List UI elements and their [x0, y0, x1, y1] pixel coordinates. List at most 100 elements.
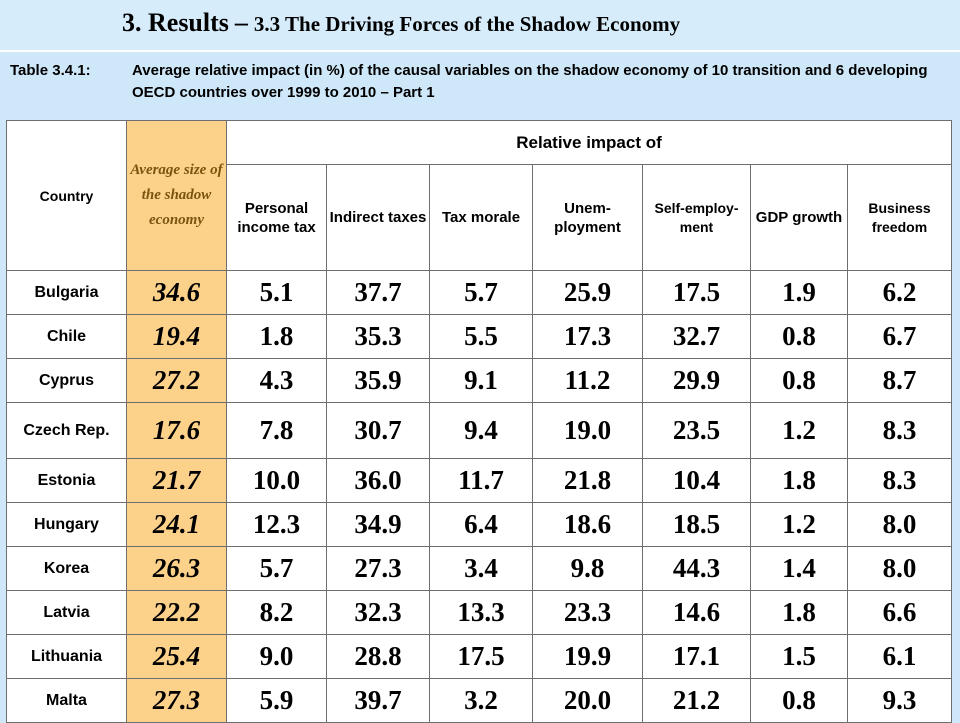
- impact-cell: 5.1: [226, 270, 327, 315]
- impact-cell: 1.8: [750, 590, 848, 635]
- caption-text: Average relative impact (in %) of the ca…: [132, 62, 928, 101]
- avg-size-cell: 27.2: [126, 358, 227, 403]
- impact-cell: 8.3: [846, 402, 953, 459]
- avg-size-cell: 21.7: [126, 458, 227, 503]
- impact-cell: 35.9: [326, 358, 430, 403]
- impact-cell: 18.5: [642, 502, 751, 547]
- table-body: Bulgaria 34.6 5.1 37.7 5.7 25.9 17.5 1.9 6.2 Chil…: [6, 270, 953, 723]
- impact-cell: 28.8: [326, 634, 430, 679]
- impact-cell: 6.7: [846, 314, 953, 359]
- table-row: Chile 19.4 1.8 35.3 5.5 17.3 32.7 0.8 6.7: [6, 314, 953, 359]
- avg-size-cell: 24.1: [126, 502, 227, 547]
- impact-cell: 19.9: [532, 634, 643, 679]
- impact-cell: 8.0: [846, 502, 953, 547]
- impact-cell: 1.9: [750, 270, 848, 315]
- column-header: Unem-ployment: [532, 164, 643, 271]
- impact-cell: 30.7: [326, 402, 430, 459]
- country-cell: Bulgaria: [6, 270, 127, 315]
- impact-cell: 6.2: [846, 270, 953, 315]
- impact-cell: 3.4: [429, 546, 533, 591]
- table-row: Korea 26.3 5.7 27.3 3.4 9.8 44.3 1.4 8.0: [6, 546, 953, 591]
- impact-cell: 7.8: [226, 402, 327, 459]
- column-header: Tax morale: [429, 164, 533, 271]
- impact-cell: 0.8: [750, 678, 848, 723]
- impact-cell: 1.8: [750, 458, 848, 503]
- impact-cell: 13.3: [429, 590, 533, 635]
- results-table: Country Average size of the shadow econo…: [6, 120, 953, 723]
- impact-cell: 1.2: [750, 402, 848, 459]
- impact-cell: 17.5: [642, 270, 751, 315]
- impact-cell: 11.7: [429, 458, 533, 503]
- impact-cell: 8.3: [846, 458, 953, 503]
- impact-cell: 9.1: [429, 358, 533, 403]
- avg-size-cell: 27.3: [126, 678, 227, 723]
- caption-label: Table 3.4.1:: [10, 62, 91, 79]
- impact-cell: 4.3: [226, 358, 327, 403]
- country-cell: Latvia: [6, 590, 127, 635]
- slide-title: 3. Results –3.3 The Driving Forces of the…: [122, 8, 680, 38]
- impact-cell: 17.5: [429, 634, 533, 679]
- country-cell: Estonia: [6, 458, 127, 503]
- impact-cell: 9.4: [429, 402, 533, 459]
- impact-cell: 17.3: [532, 314, 643, 359]
- impact-cell: 21.2: [642, 678, 751, 723]
- country-header: Country: [6, 120, 127, 271]
- country-cell: Hungary: [6, 502, 127, 547]
- table-row: Estonia 21.7 10.0 36.0 11.7 21.8 10.4 1.8 8.3: [6, 458, 953, 503]
- column-header: Self-employ-ment: [642, 164, 751, 271]
- impact-cell: 32.7: [642, 314, 751, 359]
- impact-cell: 32.3: [326, 590, 430, 635]
- impact-cell: 20.0: [532, 678, 643, 723]
- table-row: Latvia 22.2 8.2 32.3 13.3 23.3 14.6 1.8 6.6: [6, 590, 953, 635]
- impact-cell: 19.0: [532, 402, 643, 459]
- impact-cell: 8.2: [226, 590, 327, 635]
- impact-cell: 5.7: [429, 270, 533, 315]
- impact-cell: 9.8: [532, 546, 643, 591]
- impact-cell: 1.4: [750, 546, 848, 591]
- title-dash: –: [234, 8, 248, 37]
- impact-cell: 1.2: [750, 502, 848, 547]
- table-row: Czech Rep. 17.6 7.8 30.7 9.4 19.0 23.5 1.2 8.3: [6, 402, 953, 459]
- impact-cell: 8.7: [846, 358, 953, 403]
- title-subtitle: 3.3 The Driving Forces of the Shadow Eco…: [253, 12, 681, 36]
- impact-cell: 14.6: [642, 590, 751, 635]
- impact-cell: 17.1: [642, 634, 751, 679]
- impact-cell: 0.8: [750, 358, 848, 403]
- impact-cell: 9.3: [846, 678, 953, 723]
- impact-cell: 21.8: [532, 458, 643, 503]
- avg-size-cell: 25.4: [126, 634, 227, 679]
- avg-size-cell: 26.3: [126, 546, 227, 591]
- table-row: Bulgaria 34.6 5.1 37.7 5.7 25.9 17.5 1.9 6.2: [6, 270, 953, 315]
- country-cell: Chile: [6, 314, 127, 359]
- impact-cell: 6.4: [429, 502, 533, 547]
- impact-cell: 5.9: [226, 678, 327, 723]
- impact-cell: 23.5: [642, 402, 751, 459]
- title-main: 3. Results: [122, 8, 229, 37]
- country-cell: Cyprus: [6, 358, 127, 403]
- impact-cell: 37.7: [326, 270, 430, 315]
- impact-cell: 35.3: [326, 314, 430, 359]
- impact-cell: 11.2: [532, 358, 643, 403]
- country-cell: Czech Rep.: [6, 402, 127, 459]
- avg-size-cell: 22.2: [126, 590, 227, 635]
- impact-cell: 10.4: [642, 458, 751, 503]
- table-row: Lithuania 25.4 9.0 28.8 17.5 19.9 17.1 1.5 6.1: [6, 634, 953, 679]
- impact-cell: 6.1: [846, 634, 953, 679]
- impact-cell: 27.3: [326, 546, 430, 591]
- avg-size-header: Average size of the shadow economy: [126, 120, 227, 271]
- impact-cell: 23.3: [532, 590, 643, 635]
- impact-cell: 3.2: [429, 678, 533, 723]
- title-band: 3. Results –3.3 The Driving Forces of the…: [0, 0, 960, 52]
- country-cell: Lithuania: [6, 634, 127, 679]
- column-header: Personal income tax: [226, 164, 327, 271]
- country-cell: Korea: [6, 546, 127, 591]
- avg-size-cell: 17.6: [126, 402, 227, 459]
- impact-cell: 9.0: [226, 634, 327, 679]
- impact-cell: 29.9: [642, 358, 751, 403]
- impact-cell: 12.3: [226, 502, 327, 547]
- impact-cell: 1.5: [750, 634, 848, 679]
- impact-cell: 44.3: [642, 546, 751, 591]
- column-header: Business freedom: [846, 164, 953, 271]
- column-header: Indirect taxes: [326, 164, 430, 271]
- impact-cell: 34.9: [326, 502, 430, 547]
